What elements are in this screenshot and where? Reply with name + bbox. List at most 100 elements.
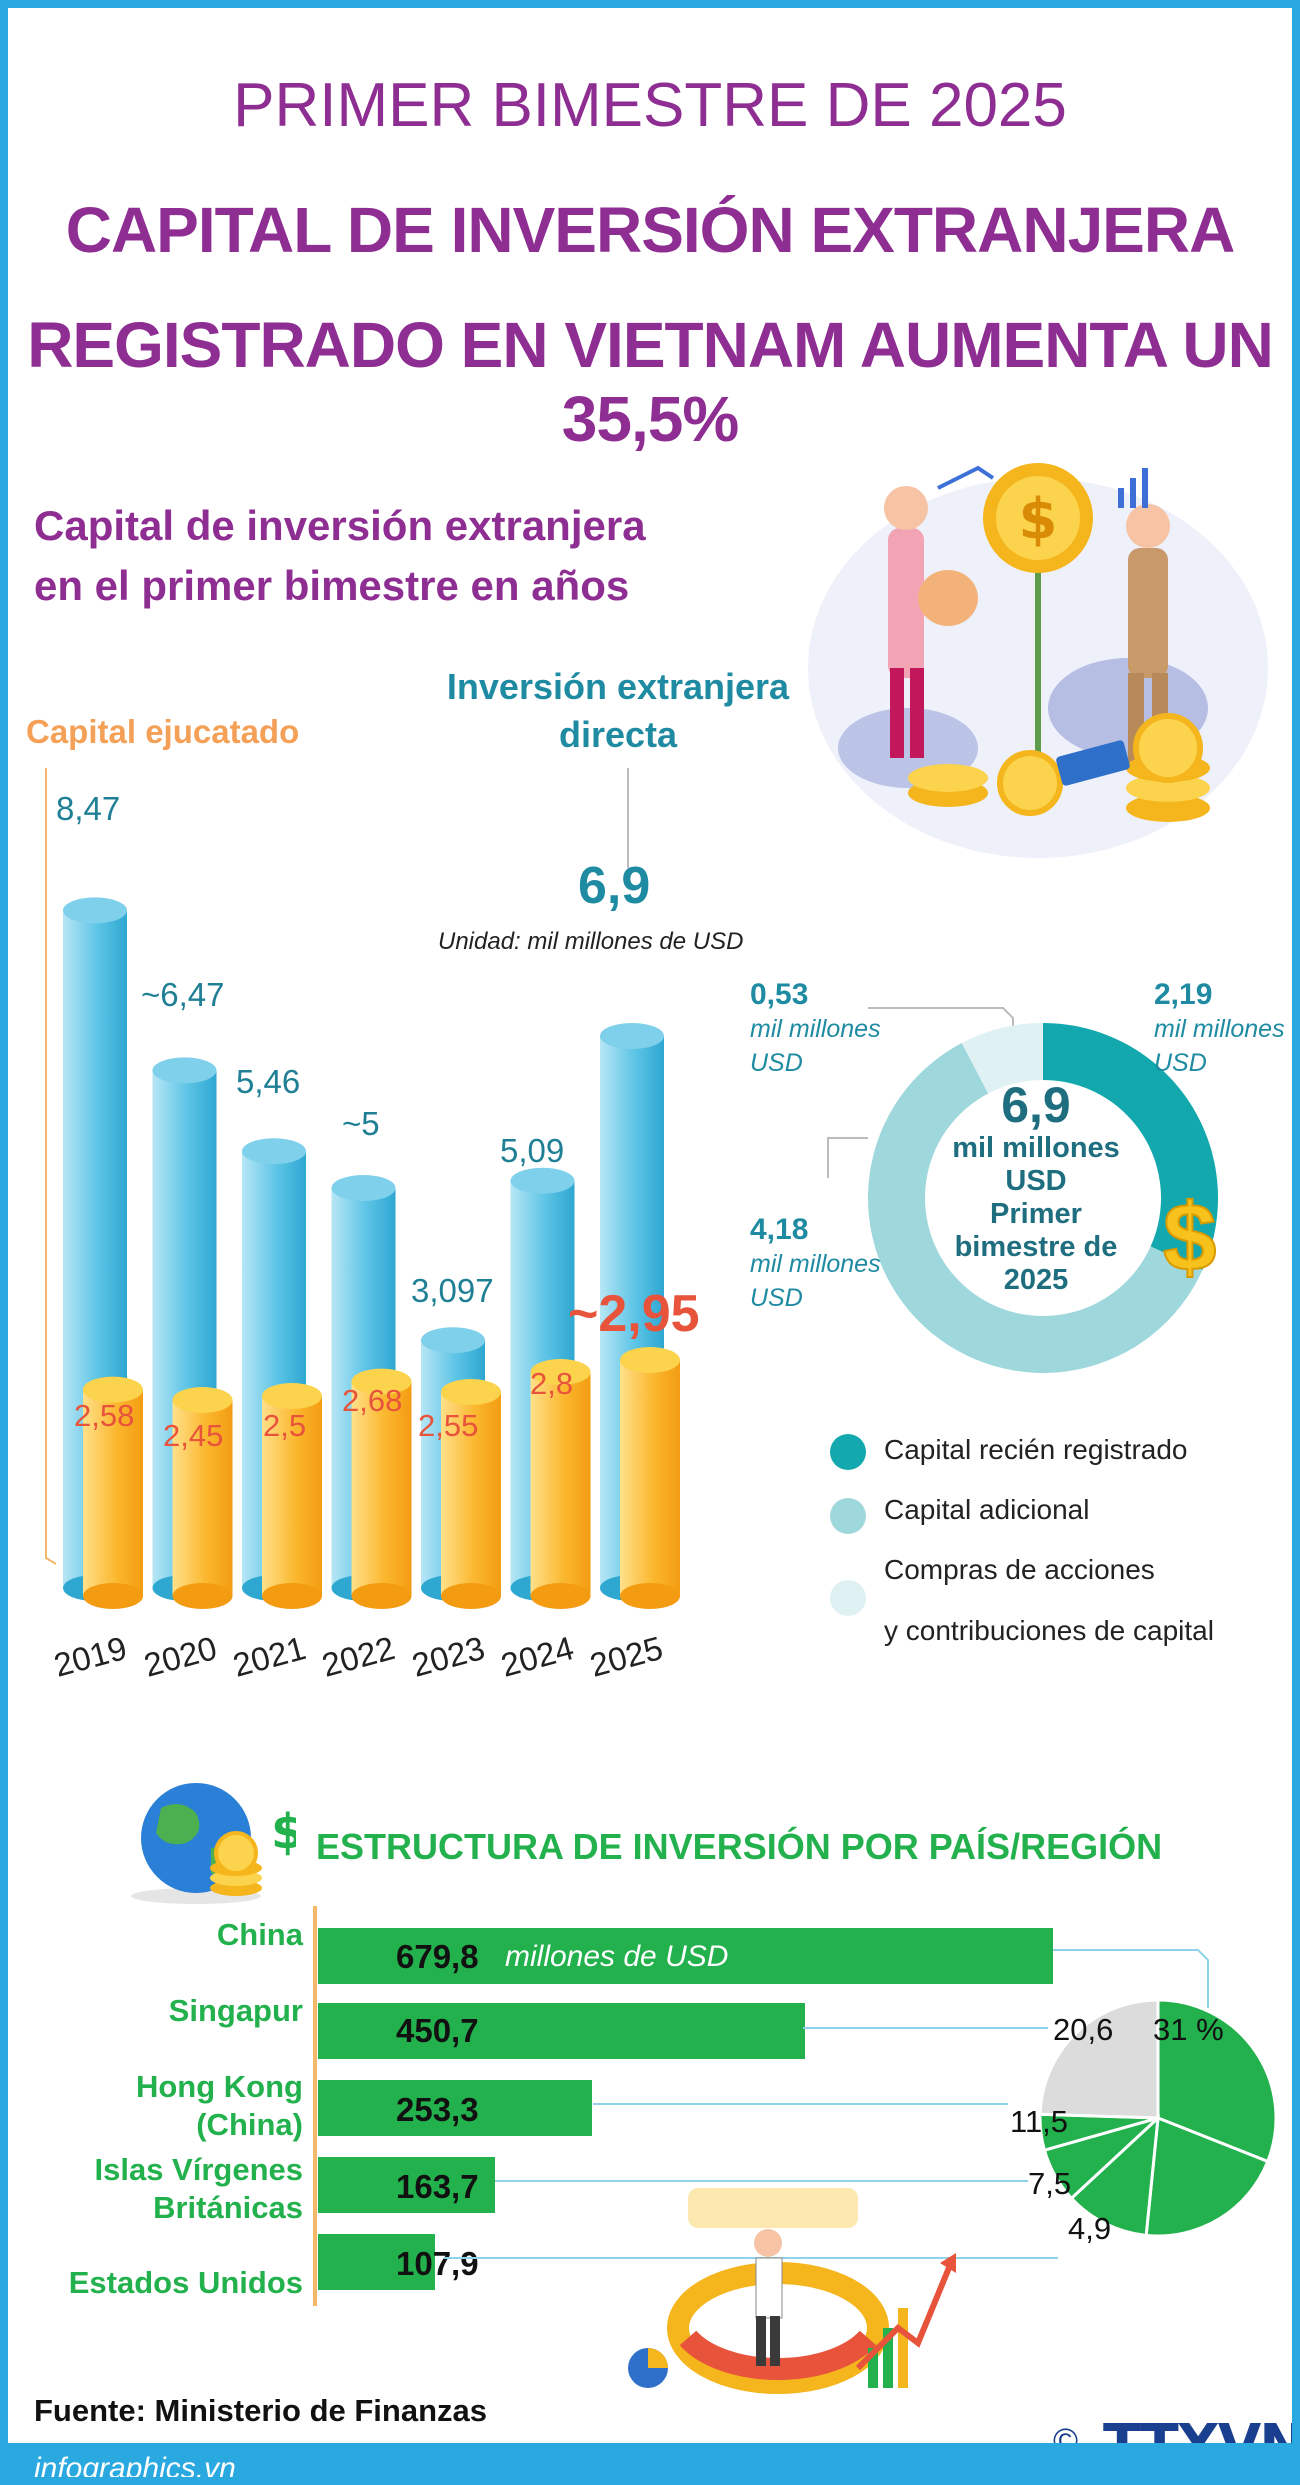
hbar-value-bvi: 163,7 bbox=[396, 2168, 479, 2205]
legend-shares-text2: y contribuciones de capital bbox=[884, 1615, 1214, 1646]
hbar-1 bbox=[318, 2003, 806, 2059]
fdi-bar-top-2021 bbox=[242, 1138, 306, 1165]
realized-label-2025: ~2,95 bbox=[568, 1285, 700, 1343]
donut-label-additional-value: 4,18 bbox=[750, 1213, 809, 1246]
realized-bar-top-2023 bbox=[441, 1379, 501, 1405]
country-label-bvi: Islas Vírgenes Británicas bbox=[13, 2151, 303, 2227]
pie-label-china: 31 % bbox=[1153, 2012, 1224, 2047]
fdi-bar-chart bbox=[63, 897, 680, 1609]
donut-center-value: 6,9 bbox=[1001, 1077, 1071, 1133]
donut-label-shares-value: 0,53 bbox=[750, 978, 809, 1011]
source-text: Fuente: Ministerio de Finanzas bbox=[34, 2393, 487, 2428]
realized-label-2023: 2,55 bbox=[418, 1408, 479, 1443]
donut-center-text: 6,9 mil millones USD Primer bimestre de … bbox=[896, 1078, 1176, 1297]
realized-bar-base-2024 bbox=[530, 1583, 591, 1609]
realized-bar-base-2025 bbox=[620, 1583, 680, 1609]
fdi-label-2023: 3,097 bbox=[411, 1272, 494, 1309]
donut-label-shares: 0,53 mil millones USD bbox=[750, 978, 881, 1080]
country-section-title: ESTRUCTURA DE INVERSIÓN POR PAÍS/REGIÓN bbox=[316, 1826, 1163, 1867]
realized-bar-2025 bbox=[620, 1360, 680, 1596]
pie-label-usa: 4,9 bbox=[1068, 2211, 1112, 2246]
realized-bar-2021 bbox=[262, 1396, 322, 1596]
hbar-axis bbox=[313, 1906, 317, 2306]
realized-bar-base-2023 bbox=[441, 1583, 501, 1609]
hbar-3 bbox=[318, 2157, 495, 2213]
section1-title: Capital de inversión extranjera en el pr… bbox=[34, 496, 646, 616]
hbar-0 bbox=[318, 1928, 1053, 1984]
realized-bar-base-2020 bbox=[172, 1583, 233, 1609]
realized-bar-2019 bbox=[83, 1389, 143, 1596]
realized-label-2021: 2,5 bbox=[263, 1408, 307, 1443]
country-label-usa: Estados Unidos bbox=[68, 2265, 303, 2300]
legend-dot-additional bbox=[830, 1498, 866, 1534]
realized-bar-top-2025 bbox=[620, 1347, 680, 1373]
footer-site-link[interactable]: infographics.vn bbox=[34, 2452, 236, 2485]
hbar-value-china: 679,8 bbox=[396, 1938, 479, 1975]
fdi-label-2021: 5,46 bbox=[236, 1063, 301, 1100]
hbar-4 bbox=[318, 2234, 435, 2290]
header-title-line1: CAPITAL DE INVERSIÓN EXTRANJERA bbox=[65, 194, 1236, 266]
hbar-value-singapore: 450,7 bbox=[396, 2012, 479, 2049]
realized-bar-2022 bbox=[351, 1381, 412, 1596]
donut-center-line4: Primer bbox=[990, 1198, 1082, 1230]
section1-title-line1: Capital de inversión extranjera bbox=[34, 502, 646, 549]
svg-text:$: $ bbox=[1019, 487, 1058, 552]
fdi-label-2022: ~5 bbox=[342, 1105, 380, 1142]
hbar-unit-label: millones de USD bbox=[505, 1940, 729, 1973]
realized-bar-top-2021 bbox=[262, 1383, 322, 1409]
donut-slice-1 bbox=[867, 1042, 1203, 1373]
realized-bar-top-2024 bbox=[530, 1359, 591, 1385]
legend-dot-new bbox=[830, 1434, 866, 1470]
country-label-hongkong: Hong Kong (China) bbox=[13, 2068, 303, 2144]
country-label-hongkong-line1: Hong Kong bbox=[135, 2069, 303, 2104]
hbar-value-hongkong: 253,3 bbox=[396, 2091, 479, 2128]
donut-label-additional-unit2: USD bbox=[750, 1284, 803, 1312]
donut-label-shares-unit2: USD bbox=[750, 1049, 803, 1077]
legend-shares-text1: Compras de acciones bbox=[884, 1554, 1155, 1585]
hbar-2 bbox=[318, 2080, 592, 2136]
realized-bar-base-2019 bbox=[83, 1583, 143, 1609]
country-label-hongkong-line2: (China) bbox=[196, 2107, 303, 2142]
country-pie-slice-0 bbox=[1156, 1998, 1278, 2164]
fdi-donut-chart bbox=[867, 1023, 1218, 1373]
svg-text:$: $ bbox=[271, 1804, 296, 1860]
donut-label-additional: 4,18 mil millones USD bbox=[750, 1213, 881, 1315]
realized-label-2022: 2,68 bbox=[342, 1383, 403, 1418]
donut-slice-2 bbox=[961, 1023, 1043, 1094]
pie-label-bvi: 7,5 bbox=[1028, 2166, 1072, 2201]
realized-bar-top-2020 bbox=[172, 1387, 233, 1413]
fdi-label-2019: 8,47 bbox=[56, 790, 121, 827]
donut-label-shares-unit1: mil millones bbox=[750, 1015, 881, 1043]
fdi-label-2024: 5,09 bbox=[500, 1132, 565, 1169]
realized-bar-base-2021 bbox=[262, 1583, 322, 1609]
realized-label-2019: 2,58 bbox=[74, 1398, 135, 1433]
fdi-bar-top-2025 bbox=[600, 1023, 664, 1049]
hbar-value-usa: 107,9 bbox=[396, 2245, 479, 2282]
country-share-pie bbox=[1038, 1998, 1278, 2238]
section1-title-line2: en el primer bimestre en años bbox=[34, 562, 630, 609]
realized-label-2024: 2,8 bbox=[530, 1366, 574, 1401]
donut-label-additional-unit1: mil millones bbox=[750, 1250, 881, 1278]
legend-new-text: Capital recién registrado bbox=[884, 1434, 1188, 1465]
country-pie-slice-2 bbox=[1069, 2114, 1160, 2238]
investors-illustration: $ bbox=[808, 463, 1268, 858]
fdi-2025-value: 6,9 bbox=[578, 857, 651, 915]
header-title-line2: REGISTRADO EN VIETNAM AUMENTA UN 35,5% bbox=[27, 309, 1274, 455]
legend-fdi-line1: Inversión extranjera bbox=[446, 666, 790, 707]
fdi-label-2020: ~6,47 bbox=[141, 976, 225, 1013]
legend-fdi-line2: directa bbox=[558, 714, 678, 755]
fdi-bar-top-2022 bbox=[331, 1175, 396, 1201]
legend-realized-capital: Capital ejucatado bbox=[26, 713, 300, 750]
pie-label-singapore: 20,6 bbox=[1053, 2012, 1114, 2047]
footer-bar bbox=[8, 2443, 1292, 2477]
donut-center-line2: mil millones bbox=[952, 1132, 1120, 1164]
realized-bar-2020 bbox=[172, 1400, 233, 1596]
donut-center-line5: bimestre de bbox=[954, 1231, 1118, 1263]
donut-slice-0 bbox=[1043, 1023, 1218, 1270]
realized-bar-2023 bbox=[441, 1392, 501, 1596]
fdi-bar-top-2019 bbox=[63, 897, 127, 924]
donut-label-new: 2,19 mil millones USD bbox=[1154, 978, 1285, 1080]
country-pie-slice-5 bbox=[1038, 1998, 1160, 2120]
globe-coins-icon: $ bbox=[131, 1783, 296, 1904]
realized-bar-base-2022 bbox=[351, 1583, 412, 1609]
